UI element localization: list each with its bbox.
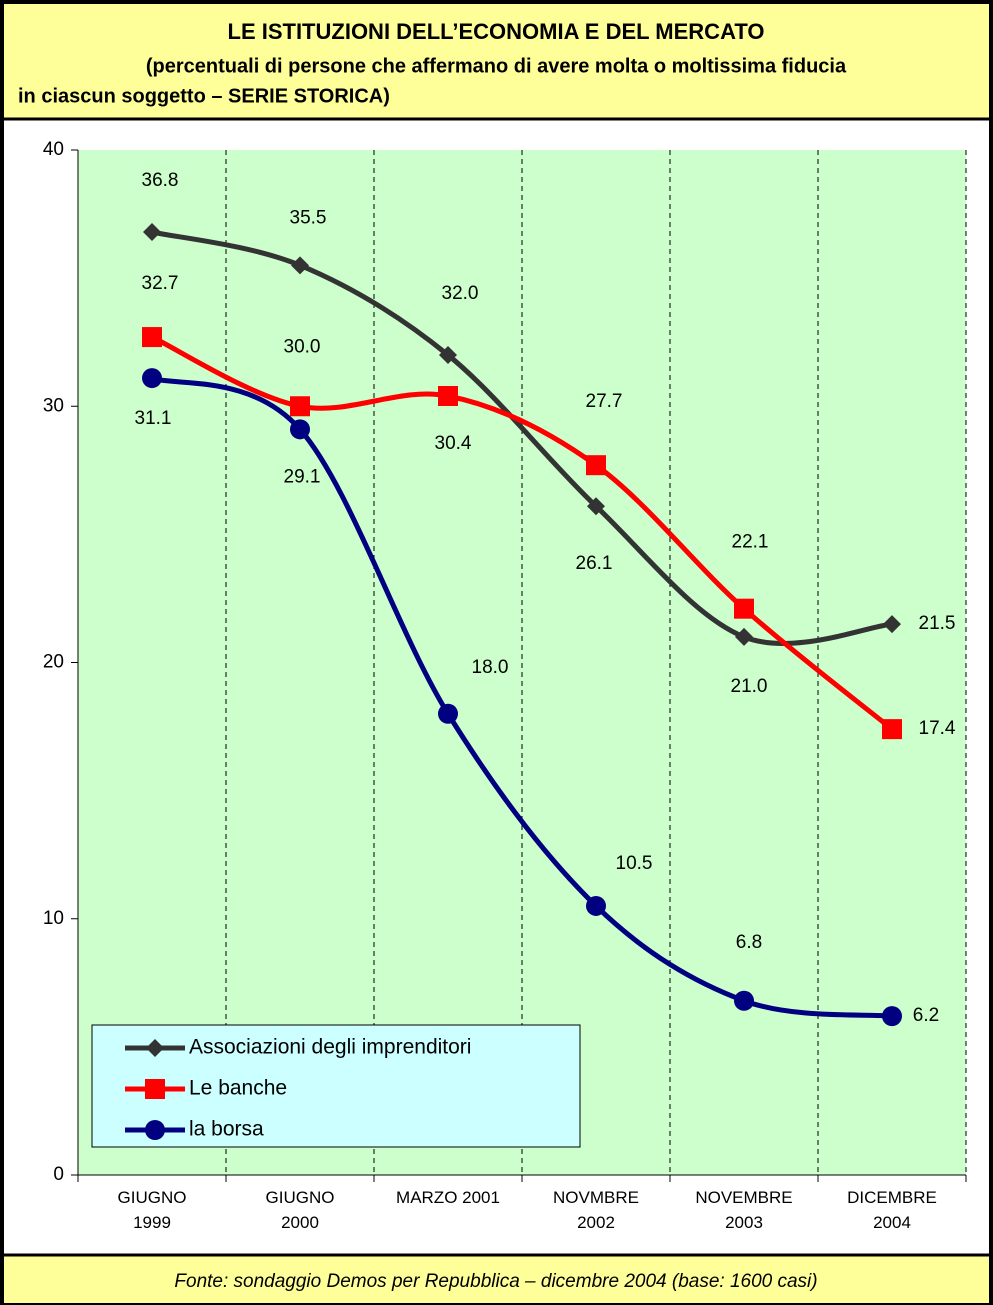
data-point xyxy=(587,497,605,516)
series: 32.7 30.0 30.4 27.7 22.1 17.4 xyxy=(142,273,956,739)
series: 36.8 35.5 32.0 26.1 21.0 21.5 xyxy=(142,170,956,697)
data-label: 32.0 xyxy=(442,283,479,304)
data-point xyxy=(882,719,902,740)
chart-title: LE ISTITUZIONI DELL’ECONOMIA E DEL MERCA… xyxy=(228,19,765,44)
plot-area xyxy=(78,150,966,1175)
data-label: 35.5 xyxy=(290,207,327,228)
x-tick-label: NOVEMBRE 2003 xyxy=(695,1188,792,1232)
x-tick-label-line: NOVEMBRE xyxy=(695,1188,792,1207)
data-point xyxy=(734,990,754,1011)
data-point xyxy=(735,627,753,646)
data-point xyxy=(291,256,309,275)
data-point xyxy=(882,1006,902,1027)
data-point xyxy=(734,598,754,619)
data-label: 21.0 xyxy=(731,676,768,697)
data-point xyxy=(145,1120,165,1140)
data-label: 22.1 xyxy=(732,532,769,553)
legend-label: Associazioni degli imprenditori xyxy=(189,1036,471,1059)
data-point xyxy=(142,368,162,389)
y-tick-label: 40 xyxy=(43,139,64,160)
y-tick-label: 0 xyxy=(53,1164,64,1185)
y-tick-label: 10 xyxy=(43,908,64,929)
data-label: 32.7 xyxy=(142,273,179,294)
data-point xyxy=(146,1039,164,1057)
x-tick-label-line: 1999 xyxy=(133,1213,171,1232)
data-label: 36.8 xyxy=(142,170,179,191)
x-tick-label: GIUGNO 2000 xyxy=(266,1188,335,1232)
title-band xyxy=(4,4,989,118)
data-label: 31.1 xyxy=(135,408,172,429)
x-tick-label: NOVMBRE 2002 xyxy=(553,1188,639,1232)
data-label: 26.1 xyxy=(576,553,613,574)
data-label: 6.2 xyxy=(913,1005,939,1026)
data-point xyxy=(883,615,901,634)
x-tick-label-line: GIUGNO xyxy=(266,1188,335,1207)
x-tick-label-line: NOVMBRE xyxy=(553,1188,639,1207)
data-point xyxy=(439,346,457,364)
x-tick-label-line: 2003 xyxy=(725,1213,763,1232)
data-point xyxy=(438,386,458,406)
data-point xyxy=(145,1079,165,1099)
data-point xyxy=(438,703,458,724)
data-label: 21.5 xyxy=(919,613,956,634)
x-tick-label-line: 2002 xyxy=(577,1213,615,1232)
data-point xyxy=(143,223,161,241)
data-label: 18.0 xyxy=(472,657,509,678)
data-label: 6.8 xyxy=(736,932,762,953)
x-tick-label: GIUGNO 1999 xyxy=(118,1188,187,1232)
x-tick-label-line: 2004 xyxy=(873,1213,911,1232)
legend-box xyxy=(91,1024,581,1148)
series-line xyxy=(151,229,893,646)
data-point xyxy=(290,419,310,440)
x-tick-label: MARZO 2001 xyxy=(396,1188,500,1207)
source-band xyxy=(4,1256,989,1303)
chart-subtitle: (percentuali di persone che affermano di… xyxy=(146,55,847,77)
chart-subtitle: in ciascun soggetto – SERIE STORICA) xyxy=(18,85,390,107)
data-point xyxy=(586,455,606,476)
x-tick-label-line: DICEMBRE xyxy=(847,1188,937,1207)
y-tick-label: 20 xyxy=(43,652,64,673)
legend-label: la borsa xyxy=(189,1118,264,1141)
y-tick-label: 30 xyxy=(43,395,64,416)
data-label: 30.0 xyxy=(284,336,321,357)
data-label: 27.7 xyxy=(586,391,623,412)
x-tick-label: DICEMBRE 2004 xyxy=(847,1188,937,1232)
data-point xyxy=(586,895,606,916)
series: 31.1 29.1 18.0 10.5 6.8 6.2 xyxy=(135,368,939,1027)
data-label: 30.4 xyxy=(435,433,472,454)
x-tick-label-line: MARZO 2001 xyxy=(396,1188,500,1207)
series-line xyxy=(150,334,894,732)
data-point xyxy=(142,327,162,348)
x-tick-label-line: GIUGNO xyxy=(118,1188,187,1207)
data-label: 17.4 xyxy=(919,718,956,739)
data-label: 29.1 xyxy=(284,466,321,487)
data-point xyxy=(290,396,310,417)
x-tick-label-line: 2000 xyxy=(281,1213,319,1232)
data-label: 10.5 xyxy=(616,853,653,874)
legend-label: Le banche xyxy=(189,1077,287,1100)
source-note: Fonte: sondaggio Demos per Repubblica – … xyxy=(174,1271,817,1292)
